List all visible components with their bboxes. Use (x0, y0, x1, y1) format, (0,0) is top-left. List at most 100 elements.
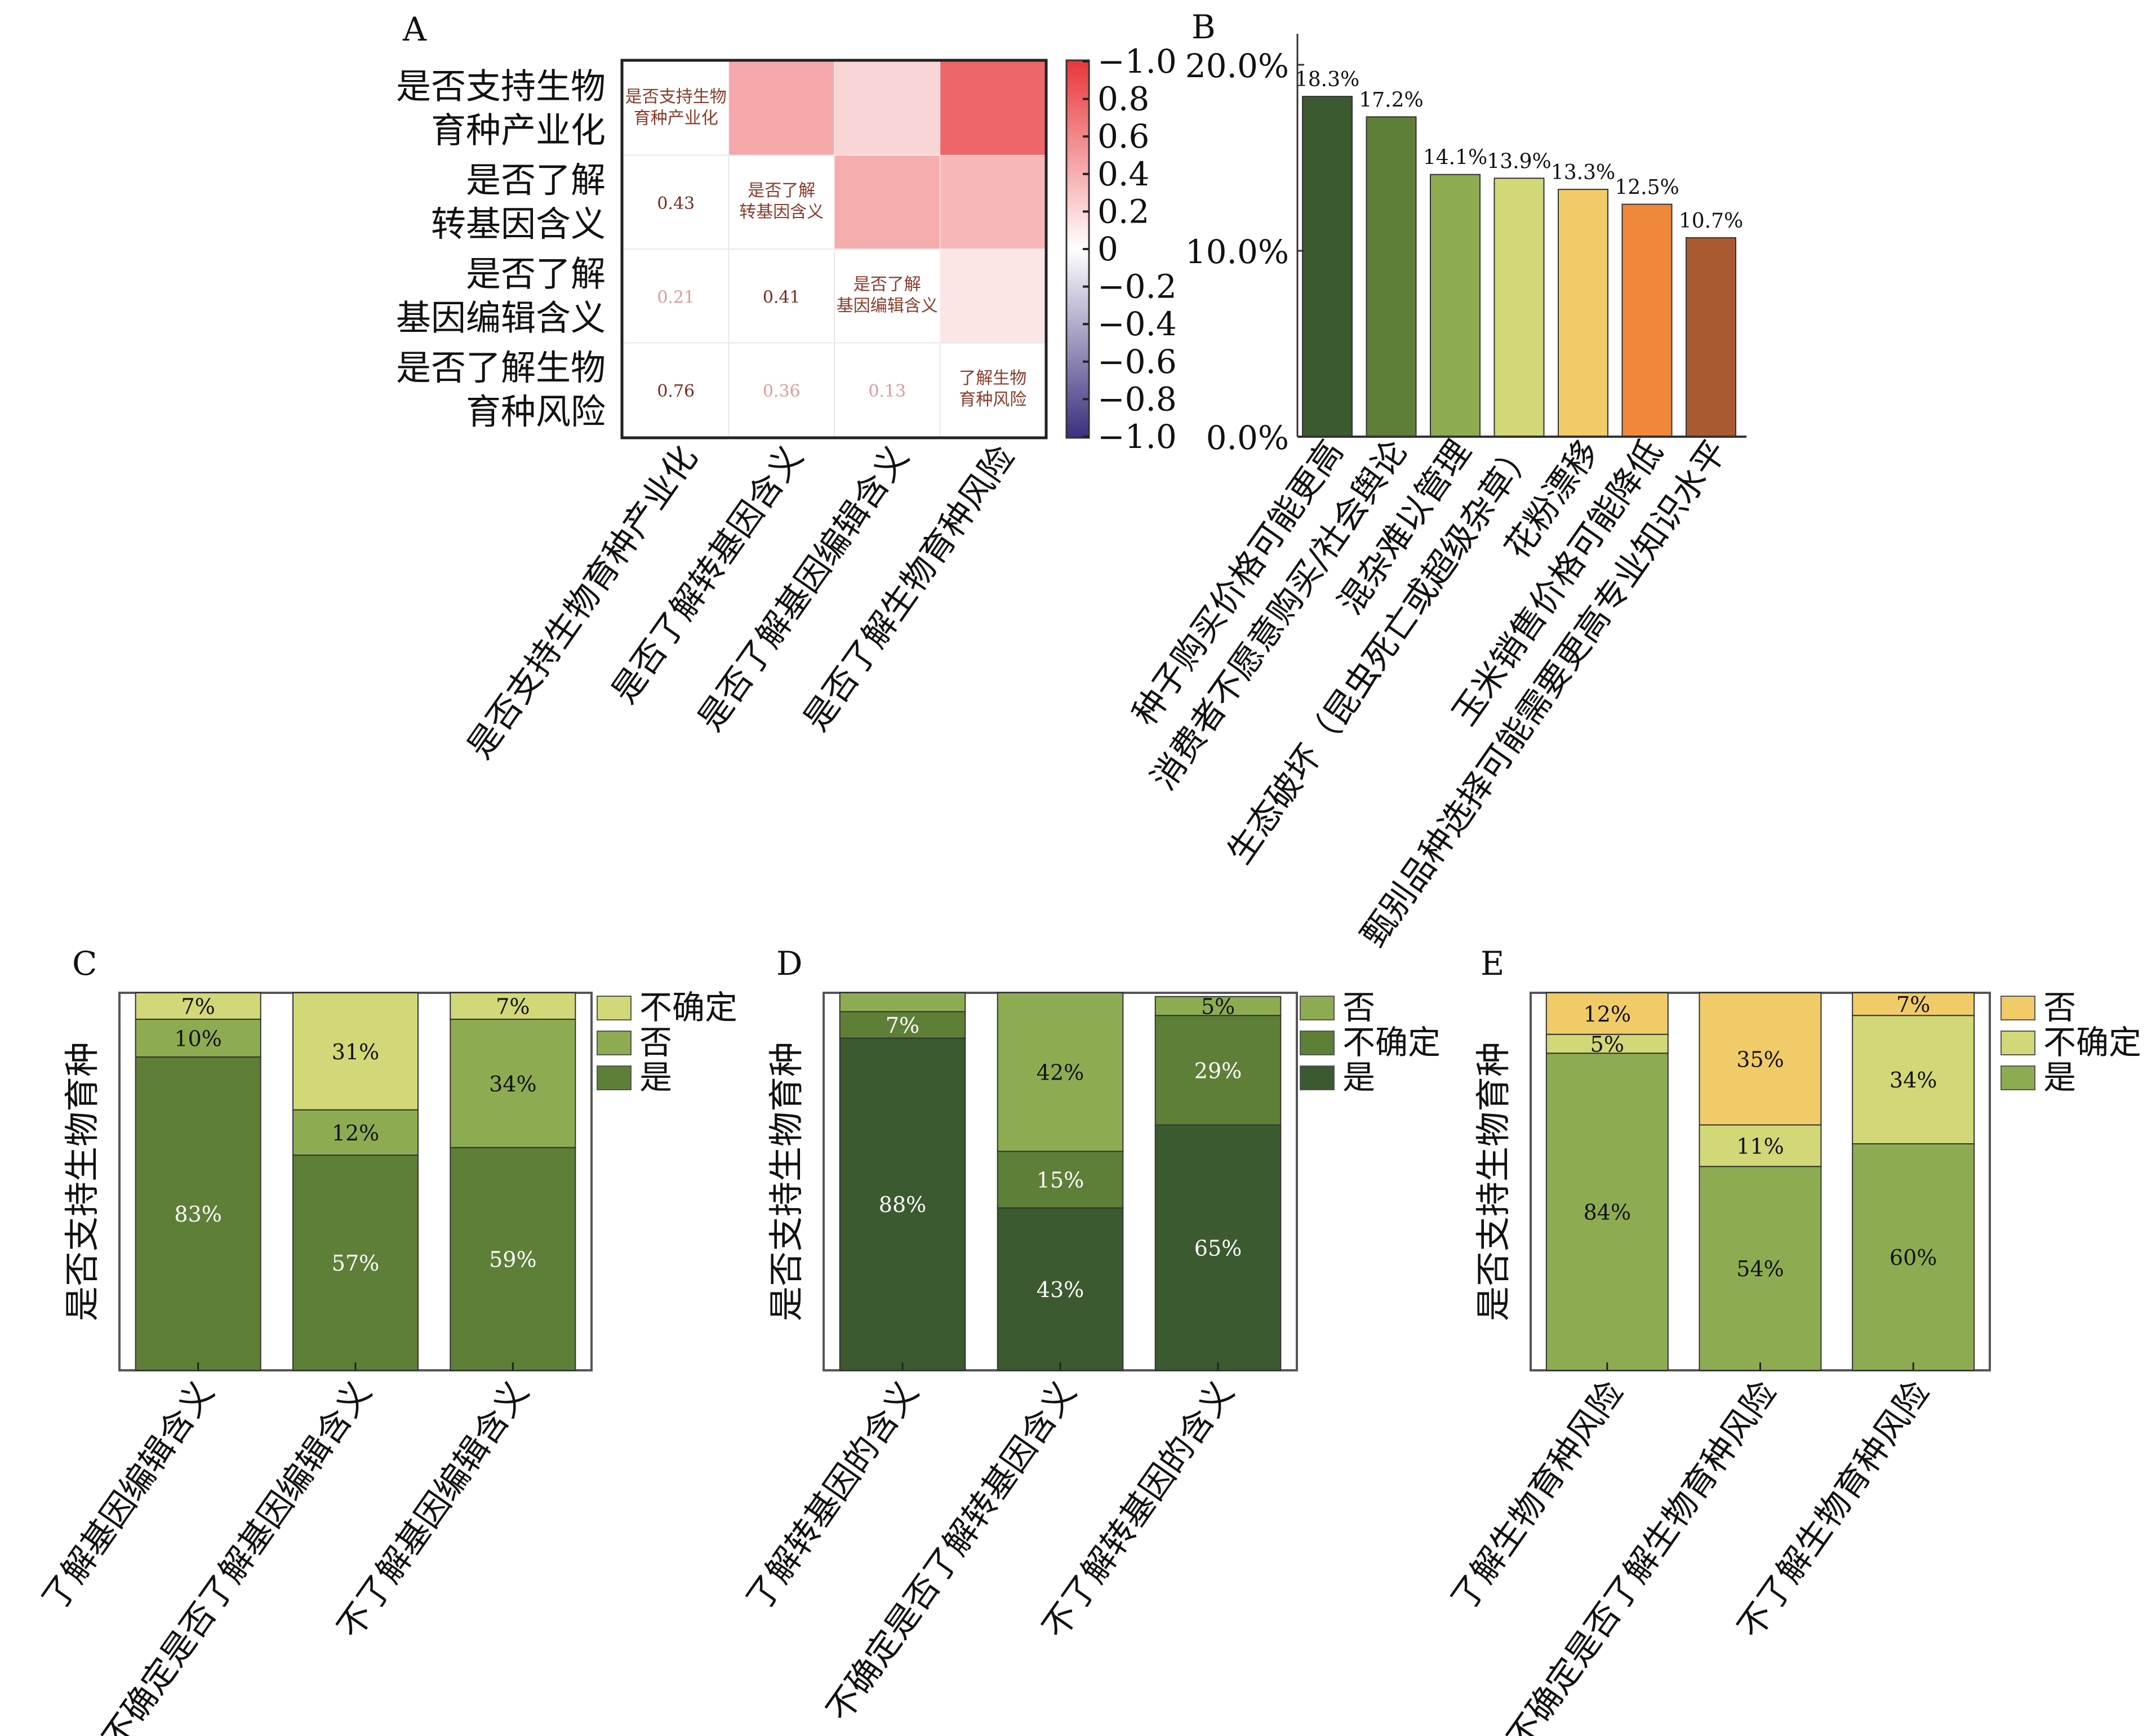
heatmap-cell (834, 155, 940, 250)
panel-label-b: B (1192, 8, 1216, 46)
heatmap-row-label: 是否了解 (466, 159, 606, 201)
segment-value-label: 31% (332, 1040, 379, 1064)
colorbar-tick-label: −0.6 (1097, 343, 1177, 381)
stacked-segment (450, 1018, 576, 1148)
stacked-segment (1699, 1124, 1822, 1167)
y-axis-label: 是否支持生物育种 (1473, 1042, 1514, 1321)
panel-label-d: D (776, 944, 803, 983)
colorbar-tick-label: −0.8 (1097, 380, 1177, 418)
heatmap-value-label: 0.13 (868, 381, 906, 401)
stacked-segment (1154, 996, 1282, 1016)
heatmap-cell (623, 61, 730, 156)
heatmap-cell (940, 155, 1046, 250)
stacked-segment (1154, 1015, 1282, 1126)
legend-swatch (597, 996, 632, 1020)
legend-swatch (597, 1065, 632, 1090)
heatmap-diagonal-label: 是否了解 (853, 274, 921, 294)
colorbar-tick-label: 0.4 (1097, 155, 1149, 193)
colorbar-tick-label: −1.0 (1097, 42, 1177, 81)
segment-value-label: 88% (879, 1192, 926, 1217)
y-axis-label: 是否支持生物育种 (766, 1042, 807, 1321)
legend-swatch (2001, 996, 2035, 1020)
heatmap-cell (939, 342, 1046, 437)
stacked-segment (1852, 1015, 1975, 1144)
heatmap-cell (940, 61, 1046, 156)
heatmap-diagonal-label: 转基因含义 (739, 202, 824, 222)
segment-value-label: 84% (1584, 1200, 1631, 1225)
segment-value-label: 10% (174, 1026, 221, 1051)
heatmap-cell (728, 248, 835, 344)
stacked-segment (292, 1109, 419, 1156)
legend-swatch (1300, 1031, 1335, 1055)
segment-value-label: 5% (1201, 994, 1235, 1019)
stacked-segment (450, 1147, 576, 1371)
bar-value-label: 13.3% (1551, 161, 1615, 184)
legend-label: 是 (1343, 1058, 1375, 1096)
segment-value-label: 35% (1736, 1047, 1784, 1072)
heatmap-row-label: 是否了解 (466, 253, 606, 294)
stacked-segment (1545, 1053, 1669, 1371)
colorbar-tick-label: −1.0 (1097, 418, 1177, 456)
segment-value-label: 43% (1037, 1277, 1084, 1302)
heatmap-row-label: 育种产业化 (431, 109, 606, 150)
legend-label: 是 (2043, 1058, 2076, 1096)
y-axis-label: 是否支持生物育种 (61, 1042, 103, 1321)
heatmap-diagonal-label: 育种风险 (959, 390, 1026, 410)
stacked-segment (450, 992, 576, 1020)
segment-value-label: 5% (1590, 1032, 1624, 1056)
legend-label: 是 (639, 1058, 672, 1096)
heatmap-cell (623, 248, 730, 344)
stacked-segment (1545, 992, 1669, 1035)
b-bars: 18.3%种子购买价格可能更高17.2%消费者不愿意购买/社会舆论14.1%混杂… (1125, 68, 1743, 954)
colorbar-ticks: −1.00.80.60.40.20−0.2−0.4−0.6−0.8−1.0 (1083, 42, 1177, 456)
colorbar-tick-label: 0.2 (1097, 192, 1149, 230)
bar-category-label: 消费者不愿意购买/社会舆论 (1144, 433, 1415, 797)
legend-label: 否 (639, 1023, 672, 1062)
stacked-segment (292, 992, 419, 1111)
heatmap-value-label: 0.41 (763, 287, 801, 307)
heatmap-row-label: 转基因含义 (431, 203, 606, 245)
panel-c-stacked-bar: C 83% 10% 7% 了解基因编辑含义 57% 12% 31% 不确定是否了解基因编辑含义… (34, 944, 737, 1736)
x-category-label: 了解生物育种风险 (1443, 1374, 1631, 1618)
panel-d-stacked-bar: D 88%7%了解转基因的含义43%15%42%不确定是否了解转基因含义65%2… (739, 944, 1441, 1729)
heatmap-col-label: 是否了解生物育种风险 (796, 438, 1022, 738)
bar-value-label: 17.2% (1359, 88, 1423, 112)
stacked-segment (1154, 1124, 1282, 1371)
y-tick-label: 10.0% (1185, 233, 1289, 271)
colorbar-tick-label: 0.6 (1097, 117, 1149, 156)
stacked-segment (1699, 992, 1822, 1126)
heatmap-cell (728, 61, 835, 156)
legend-swatch (2001, 1031, 2035, 1055)
legend-swatch (2001, 1065, 2035, 1090)
stacked-segment (292, 1155, 419, 1371)
heatmap-diagonal-label: 基因编辑含义 (837, 296, 938, 316)
heatmap-diagonal-label: 了解生物 (959, 368, 1026, 388)
legend-label: 不确定 (1343, 1023, 1441, 1062)
bar (1621, 203, 1673, 437)
segment-value-label: 59% (489, 1247, 536, 1272)
segment-value-label: 83% (174, 1202, 221, 1227)
bar-value-label: 14.1% (1423, 146, 1487, 170)
heatmap-value-label: 0.76 (657, 381, 695, 401)
segment-value-label: 42% (1037, 1060, 1084, 1085)
heatmap-col-label: 是否了解基因编辑含义 (691, 438, 917, 738)
stacked-segment (839, 992, 966, 1013)
segment-value-label: 7% (496, 994, 530, 1019)
bar (1493, 177, 1545, 437)
segment-value-label: 29% (1194, 1058, 1242, 1083)
x-category-label: 了解转基因的含义 (739, 1374, 927, 1618)
colorbar-tick-label: −0.2 (1097, 268, 1177, 306)
bar-value-label: 13.9% (1487, 150, 1551, 173)
panel-label-a: A (402, 10, 427, 48)
heatmap-diagonal-label: 育种产业化 (634, 108, 718, 128)
y-tick-label: 0.0% (1206, 419, 1289, 457)
segment-value-label: 7% (1896, 992, 1930, 1017)
segment-value-label: 7% (181, 994, 215, 1019)
stacked-segment (839, 1037, 966, 1371)
panel-b-bar-chart: B 18.3%种子购买价格可能更高17.2%消费者不愿意购买/社会舆论14.1%… (1125, 8, 1746, 954)
heatmap-cell (728, 154, 835, 250)
stacked-segment (997, 1207, 1124, 1371)
